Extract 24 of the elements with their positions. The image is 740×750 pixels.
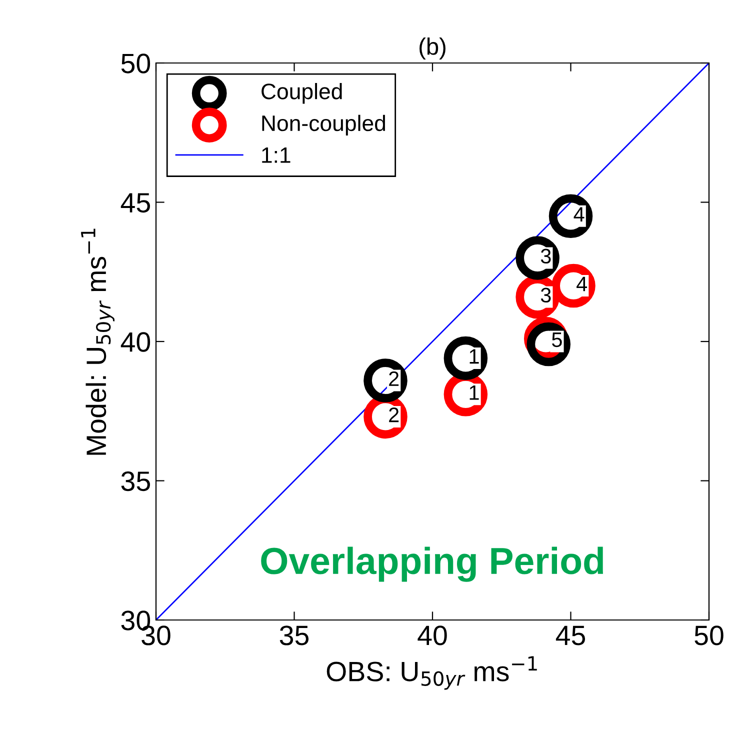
y-tick-label: 35 [121,471,150,492]
annotation: 1 [470,385,479,400]
annotation: 3 [540,288,551,303]
annotation: 1 [470,349,479,364]
x-axis-title: OBS: U$_{50yr}$ ms$^{−1}$ [326,656,537,690]
y-axis-title: Model: U$_{50yr}$ ms$^{−1}$ [81,228,114,455]
legend-label: Non-coupled [262,114,386,136]
legend-label: 1:1 [262,147,290,163]
annotation: 2 [389,408,399,422]
x-tick-label: 45 [556,626,586,646]
x-tick-label: 40 [418,626,447,646]
legend-label: Coupled [262,83,342,104]
y-tick-label: 50 [121,54,150,74]
x-tick-label: 35 [280,626,309,646]
annotation: 4 [576,276,588,292]
annotation: Overlapping Period [261,546,603,582]
x-tick-label: 50 [694,626,724,646]
annotation: 5 [552,332,562,348]
annotation: 2 [389,371,399,386]
chart-title: (b) [420,38,446,60]
y-tick-label: 40 [120,332,150,352]
annotation: 3 [540,248,551,264]
annotation: 4 [574,207,584,222]
y-tick-label: 45 [120,193,150,213]
